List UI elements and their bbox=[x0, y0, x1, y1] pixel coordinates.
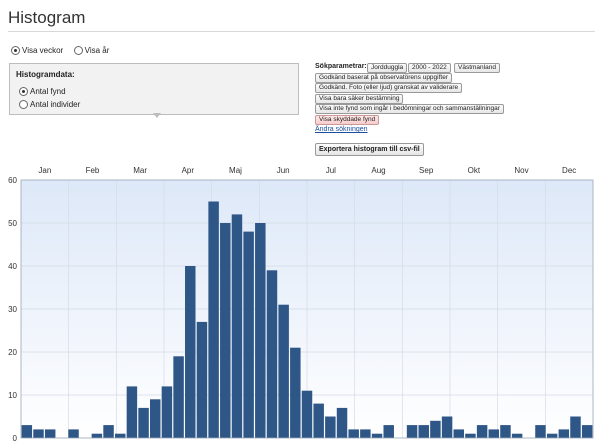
y-tick-labels: 0 10 20 30 40 50 60 bbox=[8, 176, 17, 443]
histogram-data-panel: Histogramdata: Antal fynd Antal individe… bbox=[9, 63, 299, 115]
y-tick-label: 50 bbox=[8, 219, 17, 228]
radio-show-weeks[interactable]: Visa veckor bbox=[11, 42, 63, 59]
radio-icon[interactable] bbox=[19, 100, 28, 110]
bar bbox=[91, 433, 103, 438]
bar bbox=[68, 429, 79, 438]
month-label: Jun bbox=[277, 166, 290, 175]
param-chip[interactable]: Godkänd. Foto (eller ljud) granskat av v… bbox=[315, 83, 463, 93]
y-tick-label: 0 bbox=[13, 434, 18, 443]
histogram-chart: Jan Feb Mar Apr Maj Jun Jul Aug Sep Okt Nov Dec 0 10… bbox=[8, 166, 594, 443]
radio-label: Antal individer bbox=[30, 100, 81, 110]
month-label: Sep bbox=[419, 166, 434, 175]
bar bbox=[138, 407, 149, 438]
bar bbox=[465, 433, 476, 438]
param-chip[interactable]: 2000 - 2022 bbox=[408, 63, 451, 73]
bar bbox=[581, 425, 593, 438]
panel-heading: Histogramdata: bbox=[16, 70, 75, 79]
month-label: Jan bbox=[38, 166, 51, 175]
y-tick-label: 20 bbox=[8, 348, 17, 357]
bar bbox=[231, 214, 243, 438]
bar bbox=[255, 223, 266, 438]
month-label: Maj bbox=[229, 166, 242, 175]
radio-icon[interactable] bbox=[73, 46, 83, 56]
bar bbox=[173, 356, 184, 438]
bar bbox=[570, 416, 581, 438]
bar bbox=[453, 429, 464, 438]
bar bbox=[441, 416, 453, 438]
plot-border bbox=[20, 179, 594, 439]
bar bbox=[383, 425, 394, 438]
param-chip[interactable]: Godkänd baserat på observatörens uppgift… bbox=[315, 73, 453, 83]
radio-count-individuals[interactable]: Antal individer bbox=[19, 96, 80, 114]
bar bbox=[266, 270, 278, 438]
month-label: Dec bbox=[562, 166, 576, 175]
radio-label: Visa veckor bbox=[22, 46, 64, 56]
title-divider bbox=[8, 31, 595, 32]
radio-label: Visa år bbox=[84, 46, 110, 56]
bar bbox=[546, 433, 558, 438]
view-toggle: Visa veckor Visa år bbox=[11, 42, 115, 60]
bar bbox=[360, 429, 371, 438]
bar bbox=[185, 266, 196, 438]
bar bbox=[126, 386, 138, 438]
param-chip[interactable]: Västmanland bbox=[454, 63, 500, 73]
month-label: Jul bbox=[326, 166, 336, 175]
page-title: Histogram bbox=[8, 8, 86, 27]
bar bbox=[325, 416, 336, 438]
bar bbox=[301, 390, 313, 438]
y-tick-label: 10 bbox=[8, 391, 17, 400]
bar bbox=[535, 425, 546, 438]
bar bbox=[196, 321, 208, 438]
bar bbox=[488, 429, 500, 438]
bars bbox=[21, 201, 593, 438]
bar bbox=[33, 429, 44, 438]
bar bbox=[161, 386, 173, 438]
change-search-link[interactable]: Ändra sökningen bbox=[315, 126, 368, 133]
radio-selected-icon[interactable] bbox=[11, 46, 20, 56]
param-chip[interactable]: Visa inte fynd som ingår i bedömningar o… bbox=[315, 104, 504, 114]
bar bbox=[220, 223, 231, 438]
bar bbox=[348, 429, 359, 438]
search-params-label: Sökparametrar: bbox=[315, 63, 367, 70]
radio-count-findings[interactable]: Antal fynd bbox=[19, 83, 66, 101]
bar bbox=[406, 425, 418, 438]
panel-pointer-icon bbox=[153, 113, 161, 118]
y-tick-label: 30 bbox=[8, 305, 17, 314]
bar bbox=[243, 231, 254, 438]
month-label: Aug bbox=[371, 166, 385, 175]
bar bbox=[278, 304, 289, 438]
bar bbox=[313, 403, 324, 438]
bar bbox=[476, 425, 488, 438]
bar bbox=[150, 399, 161, 438]
month-labels: Jan Feb Mar Apr Maj Jun Jul Aug Sep Okt Nov Dec bbox=[38, 166, 576, 175]
bar bbox=[558, 429, 570, 438]
param-chip[interactable]: Jordduggla bbox=[367, 63, 408, 73]
bar bbox=[511, 433, 523, 438]
month-label: Apr bbox=[182, 166, 195, 175]
bar bbox=[418, 425, 429, 438]
y-tick-label: 40 bbox=[8, 262, 17, 271]
y-tick-label: 60 bbox=[8, 176, 17, 185]
bar bbox=[290, 347, 301, 438]
radio-label: Antal fynd bbox=[30, 87, 66, 97]
bar bbox=[430, 420, 441, 438]
radio-selected-icon[interactable] bbox=[19, 87, 28, 97]
bar bbox=[371, 433, 383, 438]
month-label: Okt bbox=[468, 166, 481, 175]
param-chip-protected[interactable]: Visa skyddade fynd bbox=[315, 115, 380, 125]
bar bbox=[208, 201, 219, 438]
bar bbox=[103, 425, 114, 438]
bar bbox=[500, 425, 511, 438]
month-label: Feb bbox=[86, 166, 100, 175]
bar bbox=[336, 407, 348, 438]
param-chip[interactable]: Visa bara säker bestämning bbox=[315, 94, 404, 104]
radio-show-years[interactable]: Visa år bbox=[73, 42, 110, 59]
bar bbox=[21, 425, 33, 438]
month-label: Nov bbox=[514, 166, 528, 175]
bar bbox=[114, 433, 126, 438]
month-label: Mar bbox=[133, 166, 147, 175]
export-csv-button[interactable]: Exportera histogram till csv-fil bbox=[315, 143, 424, 156]
bar bbox=[44, 429, 56, 438]
